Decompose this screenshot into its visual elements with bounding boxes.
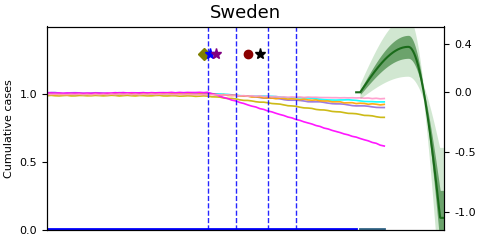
Title: Sweden: Sweden xyxy=(210,4,281,22)
Y-axis label: Cumulative cases: Cumulative cases xyxy=(4,79,14,178)
